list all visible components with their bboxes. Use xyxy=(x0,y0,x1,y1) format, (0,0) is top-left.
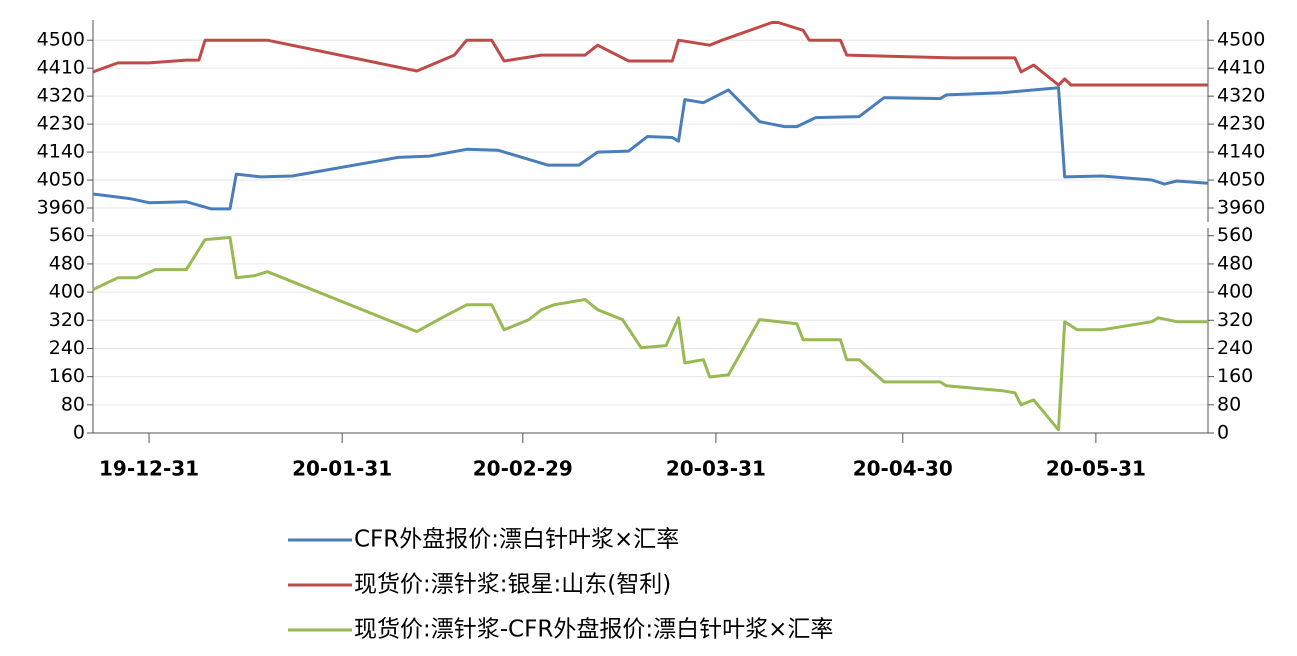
legend-label: 现货价:漂针浆:银星:山东(智利) xyxy=(354,572,671,598)
series-line xyxy=(92,236,1208,432)
y-tick-label: 560 xyxy=(49,224,85,246)
y2-tick-label: 4050 xyxy=(1217,169,1265,191)
y-tick-label: 400 xyxy=(49,281,85,303)
y-tick-label: 0 xyxy=(73,422,85,444)
series-line xyxy=(92,21,1208,87)
y2-tick-label: 4230 xyxy=(1217,113,1265,135)
y2-tick-label: 560 xyxy=(1217,224,1253,246)
x-tick-label: 20-03-31 xyxy=(666,457,766,481)
y2-tick-label: 4410 xyxy=(1217,57,1265,79)
y-tick-label: 160 xyxy=(49,365,85,387)
y-tick-label: 4500 xyxy=(37,29,85,51)
legend-label: 现货价:漂针浆-CFR外盘报价:漂白针叶浆×汇率 xyxy=(354,617,833,643)
y-tick-label: 4050 xyxy=(37,169,85,191)
y-tick-label: 480 xyxy=(49,252,85,274)
y2-tick-label: 480 xyxy=(1217,252,1253,274)
y2-tick-label: 4320 xyxy=(1217,85,1265,107)
y-tick-label: 320 xyxy=(49,309,85,331)
y2-tick-label: 3960 xyxy=(1217,197,1265,219)
y2-tick-label: 80 xyxy=(1217,393,1241,415)
y2-tick-label: 320 xyxy=(1217,309,1253,331)
y-tick-label: 4320 xyxy=(37,85,85,107)
y2-tick-label: 4500 xyxy=(1217,29,1265,51)
y2-tick-label: 4140 xyxy=(1217,141,1265,163)
series-line xyxy=(92,86,1209,211)
y-tick-label: 4230 xyxy=(37,113,85,135)
x-tick-label: 20-01-31 xyxy=(292,457,392,481)
x-tick-label: 20-05-31 xyxy=(1046,457,1146,481)
y-tick-label: 3960 xyxy=(37,197,85,219)
x-tick-label: 20-02-29 xyxy=(473,457,573,481)
y2-tick-label: 400 xyxy=(1217,281,1253,303)
y-tick-label: 4140 xyxy=(37,141,85,163)
x-tick-label: 19-12-31 xyxy=(99,457,199,481)
y-tick-label: 80 xyxy=(61,393,85,415)
y2-tick-label: 160 xyxy=(1217,365,1253,387)
y2-tick-label: 0 xyxy=(1217,422,1229,444)
y2-tick-label: 240 xyxy=(1217,337,1253,359)
x-tick-label: 20-04-30 xyxy=(853,457,953,481)
y-tick-label: 4410 xyxy=(37,57,85,79)
legend-label: CFR外盘报价:漂白针叶浆×汇率 xyxy=(354,527,679,553)
y-tick-label: 240 xyxy=(49,337,85,359)
